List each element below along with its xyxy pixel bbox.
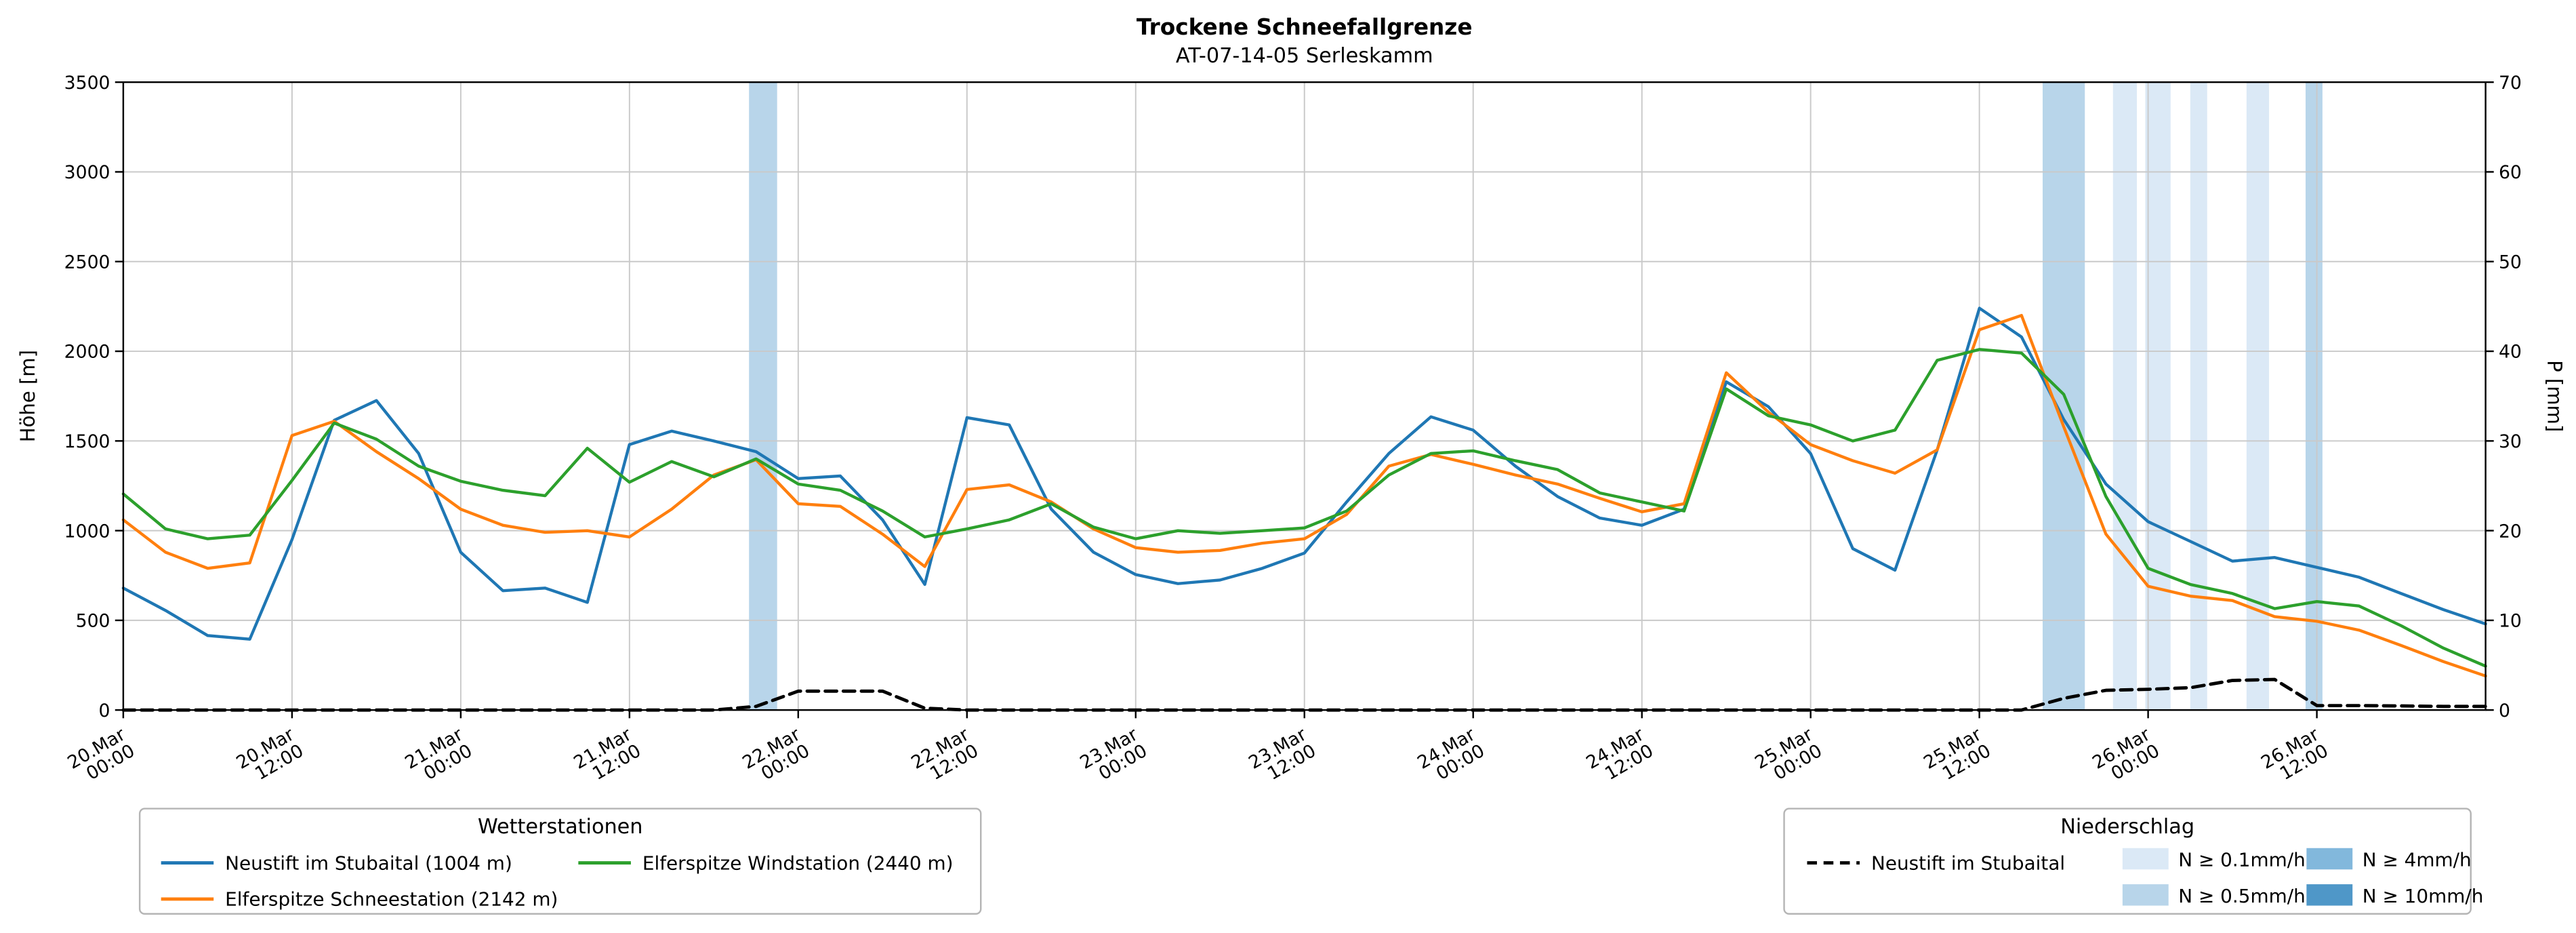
precip-band [2306, 82, 2323, 711]
x-tick-label: 23.Mar00:00 [1076, 724, 1151, 790]
x-tick-label: 26.Mar00:00 [2089, 724, 2163, 790]
y-left-tick-label: 1500 [64, 431, 110, 452]
legend-label-schneestation: Elferspitze Schneestation (2142 m) [225, 888, 558, 911]
legend-label-precip-line: Neustift im Stubaital [1871, 852, 2065, 874]
x-tick-label: 22.Mar00:00 [739, 724, 813, 790]
y-left-tick-label: 2500 [64, 252, 110, 273]
x-tick-label: 20.Mar12:00 [232, 724, 307, 790]
legend-swatch-01mmh [2122, 848, 2169, 870]
legend-label-10mmh: N ≥ 10mm/h [2363, 885, 2484, 907]
y-left-axis-label: Höhe [m] [16, 350, 39, 442]
legend-label-windstation: Elferspitze Windstation (2440 m) [642, 852, 954, 874]
x-tick-label: 26.Mar12:00 [2257, 724, 2332, 790]
x-tick-label: 23.Mar12:00 [1245, 724, 1320, 790]
precip-band [2190, 82, 2207, 711]
legend-label-05mmh: N ≥ 0.5mm/h [2178, 885, 2306, 907]
legend-stations: Wetterstationen Neustift im Stubaital (1… [138, 808, 982, 915]
y-left-tick-label: 2000 [64, 342, 110, 363]
chart-title: Trockene Schneefallgrenze [1137, 14, 1473, 40]
y-right-tick-label: 20 [2499, 521, 2522, 542]
x-tick-label: 22.Mar12:00 [907, 724, 982, 790]
x-tick-label: 24.Mar12:00 [1582, 724, 1657, 790]
legend-stations-box [138, 808, 982, 915]
legend-precip: Niederschlag Neustift im Stubaital N ≥ 0… [1783, 808, 2484, 915]
legend-label-4mmh: N ≥ 4mm/h [2363, 848, 2472, 871]
legend-stations-title: Wetterstationen [478, 815, 643, 839]
y-right-tick-label: 30 [2499, 431, 2522, 452]
x-tick-label: 21.Mar00:00 [401, 724, 476, 790]
x-tick-label: 25.Mar12:00 [1920, 724, 1995, 790]
y-right-tick-label: 60 [2499, 162, 2522, 183]
precip-band [2145, 82, 2171, 711]
x-tick-label: 24.Mar00:00 [1414, 724, 1488, 790]
legend-label-neustift: Neustift im Stubaital (1004 m) [225, 852, 512, 874]
x-tick-label: 20.Mar00:00 [64, 724, 138, 790]
x-tick-label: 21.Mar12:00 [570, 724, 645, 790]
y-left-tick-label: 1000 [64, 521, 110, 542]
y-right-tick-label: 0 [2499, 700, 2510, 721]
y-left-tick-label: 3500 [64, 73, 110, 94]
y-left-tick-label: 500 [76, 611, 110, 632]
legend-swatch-05mmh [2122, 884, 2169, 906]
precip-band [2246, 82, 2270, 711]
y-left-tick-label: 3000 [64, 162, 110, 183]
chart-subtitle: AT-07-14-05 Serleskamm [1176, 44, 1433, 68]
legend-swatch-10mmh [2306, 884, 2353, 906]
y-right-axis-label: P [mm] [2543, 360, 2567, 432]
plot-border [122, 81, 2487, 711]
legend-label-01mmh: N ≥ 0.1mm/h [2178, 848, 2306, 871]
legend-swatch-4mmh [2306, 848, 2353, 870]
precip-band [2112, 82, 2138, 711]
y-right-tick-label: 40 [2499, 342, 2522, 363]
precip-bands-layer [749, 82, 2323, 711]
y-right-tick-label: 70 [2499, 73, 2522, 94]
y-right-tick-label: 10 [2499, 611, 2522, 632]
x-tick-label: 25.Mar00:00 [1751, 724, 1826, 790]
series-line-left [121, 348, 2487, 668]
y-left-tick-label: 0 [99, 700, 110, 721]
y-right-tick-label: 50 [2499, 252, 2522, 273]
precip-band [749, 82, 777, 711]
series-line-left [121, 313, 2487, 678]
legend-precip-title: Niederschlag [2060, 815, 2194, 839]
